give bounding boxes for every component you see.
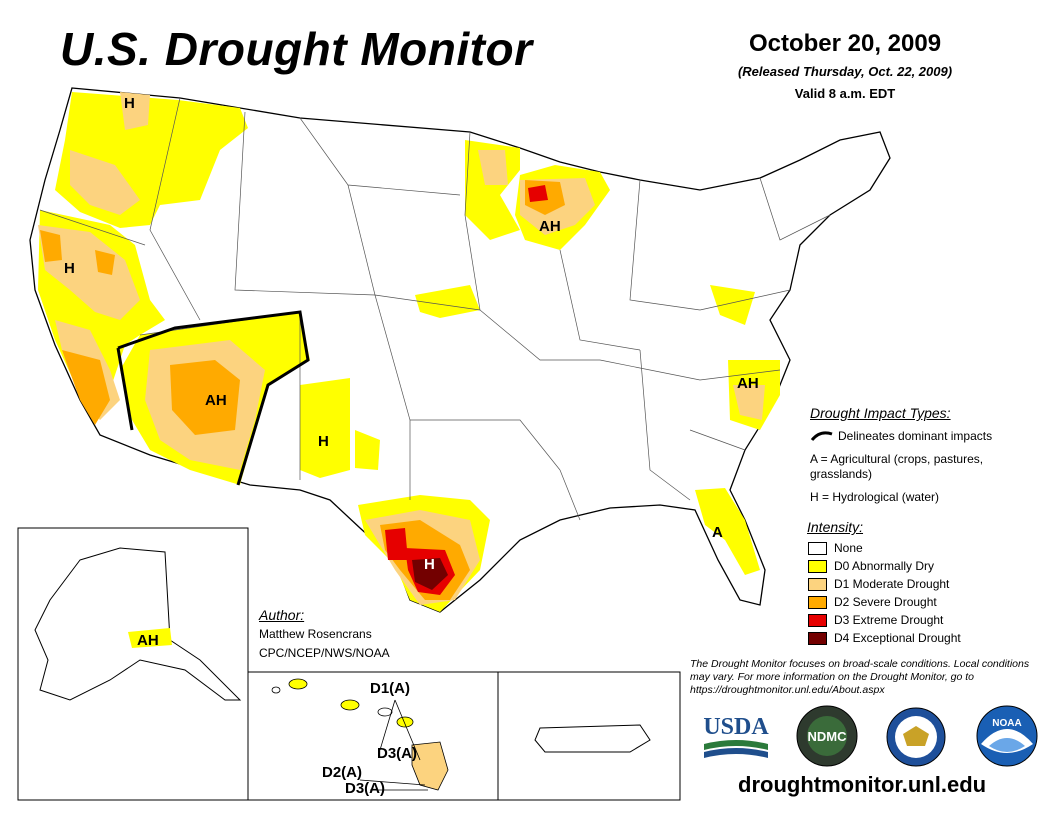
swatch-d2 bbox=[808, 596, 827, 609]
puerto-rico-outline bbox=[534, 724, 651, 753]
author-heading: Author: bbox=[259, 607, 305, 623]
noaa-logo-text: NOAA bbox=[992, 718, 1021, 729]
label-tx-h: H bbox=[424, 556, 435, 573]
author-org: CPC/NCEP/NWS/NOAA bbox=[259, 646, 390, 660]
impact-ag-label: A = Agricultural (crops, pastures, grass… bbox=[810, 452, 984, 481]
usda-logo-text: USDA bbox=[703, 714, 769, 740]
impact-line-sample bbox=[810, 431, 833, 441]
swatch-none bbox=[808, 542, 827, 555]
hawaii-inset-frame bbox=[247, 671, 499, 801]
impact-heading: Drought Impact Types: bbox=[810, 405, 951, 421]
disclaimer-note: The Drought Monitor focuses on broad-sca… bbox=[690, 658, 1030, 696]
legend-d0: D0 Abnormally Dry bbox=[834, 559, 935, 573]
d4-areas bbox=[412, 558, 448, 590]
label-ak-ah: AH bbox=[137, 632, 159, 649]
label-fl-a: A bbox=[712, 524, 723, 541]
label-ca-h: H bbox=[64, 260, 75, 277]
legend-d1: D1 Moderate Drought bbox=[834, 577, 950, 591]
label-hi-d2: D2(A) bbox=[322, 764, 362, 781]
conus-outline bbox=[29, 87, 891, 613]
impact-line-label: Delineates dominant impacts bbox=[838, 429, 993, 443]
legend-d2: D2 Severe Drought bbox=[834, 595, 937, 609]
legend-d3: D3 Extreme Drought bbox=[834, 613, 944, 627]
label-sw-ah: AH bbox=[205, 392, 227, 409]
legend-d4: D4 Exceptional Drought bbox=[834, 631, 961, 645]
map-date: October 20, 2009 bbox=[748, 30, 942, 57]
author-name: Matthew Rosencrans bbox=[259, 627, 372, 641]
swatch-d1 bbox=[808, 578, 827, 591]
map-title: U.S. Drought Monitor bbox=[60, 23, 533, 75]
label-nm-h: H bbox=[318, 433, 329, 450]
hawaii-islands bbox=[271, 678, 449, 791]
usda-logo: USDA bbox=[702, 710, 770, 762]
intensity-heading: Intensity: bbox=[807, 519, 864, 535]
footer-url[interactable]: droughtmonitor.unl.edu bbox=[738, 772, 987, 797]
ndmc-logo-text: NDMC bbox=[808, 729, 848, 744]
impact-hydro-label: H = Hydrological (water) bbox=[810, 490, 940, 504]
ndmc-logo: NDMC bbox=[795, 704, 859, 768]
swatch-d3 bbox=[808, 614, 827, 627]
label-hi-d3b: D3(A) bbox=[345, 780, 385, 797]
legend-none: None bbox=[834, 541, 863, 555]
alaska-d0 bbox=[128, 628, 172, 648]
alaska-outline bbox=[34, 547, 242, 701]
impact-lines bbox=[116, 310, 310, 486]
label-wa-h: H bbox=[124, 95, 135, 112]
swatch-d4 bbox=[808, 632, 827, 645]
doc-seal-logo bbox=[885, 706, 947, 768]
label-nc-ah: AH bbox=[737, 375, 759, 392]
hawaii-leader-lines bbox=[359, 699, 428, 791]
valid-time: Valid 8 a.m. EDT bbox=[794, 86, 896, 101]
noaa-logo: NOAA bbox=[975, 704, 1039, 768]
label-wi-ah: AH bbox=[539, 218, 561, 235]
swatch-d0 bbox=[808, 560, 827, 573]
label-hi-d1: D1(A) bbox=[370, 680, 410, 697]
label-hi-d3a: D3(A) bbox=[377, 745, 417, 762]
release-date: (Released Thursday, Oct. 22, 2009) bbox=[737, 64, 953, 79]
